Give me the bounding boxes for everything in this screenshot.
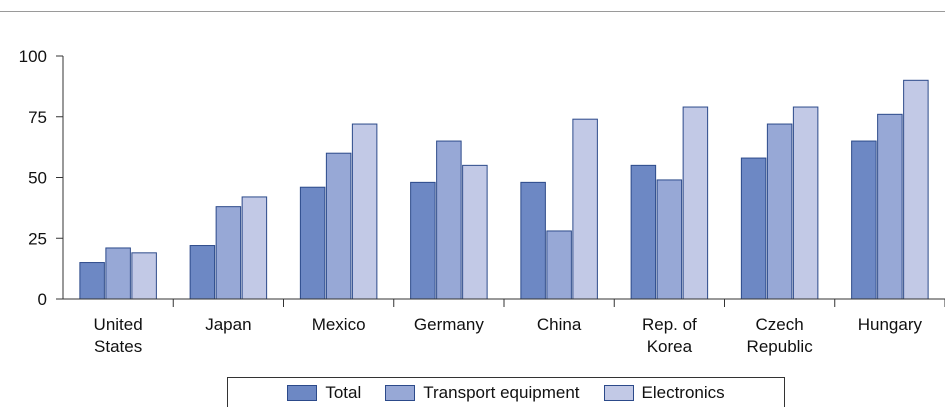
bar-transport-equipment-7 <box>877 113 903 300</box>
legend-swatch-total <box>287 384 318 401</box>
y-tick-label-25: 25 <box>28 229 47 248</box>
bars-group <box>79 79 929 300</box>
bar-total-5 <box>630 164 657 300</box>
bar-transport-equipment-0 <box>105 247 131 300</box>
x-tick-label-7: Hungary <box>858 315 923 334</box>
axes-group: 0 25 50 75 100 United States Japan Mexico Germany… <box>19 47 945 356</box>
bar-total-6 <box>740 157 767 300</box>
bar-electronics-5 <box>682 106 709 300</box>
bar-total-2 <box>299 186 326 300</box>
bar-total-3 <box>410 181 436 300</box>
y-tick-label-0: 0 <box>38 290 47 309</box>
bar-total-1 <box>189 245 216 300</box>
y-tick-label-75: 75 <box>28 108 47 127</box>
x-tick-label-4: China <box>537 315 582 334</box>
x-tick-label-0: United States <box>94 315 143 356</box>
bar-total-4 <box>520 181 546 300</box>
bar-electronics-3 <box>462 164 488 300</box>
y-tick-label-100: 100 <box>19 47 47 66</box>
x-tick-label-1: Japan <box>205 315 251 334</box>
bar-transport-equipment-4 <box>546 230 572 300</box>
y-tick-label-50: 50 <box>28 169 47 188</box>
legend-label-electronics: Electronics <box>641 382 725 402</box>
bar-electronics-2 <box>351 123 378 300</box>
legend-label-transport: Transport equipment <box>423 382 580 402</box>
legend: Total Transport equipment Electronics <box>227 377 785 407</box>
bar-electronics-4 <box>572 118 598 300</box>
bar-total-7 <box>851 140 877 300</box>
bar-electronics-0 <box>131 252 157 300</box>
legend-swatch-transport <box>385 384 416 401</box>
legend-label-total: Total <box>325 382 362 402</box>
x-tick-label-3: Germany <box>414 315 484 334</box>
bar-transport-equipment-6 <box>766 123 793 300</box>
bar-transport-equipment-2 <box>325 152 352 300</box>
x-tick-label-6: Czech Republic <box>747 315 814 356</box>
bar-electronics-7 <box>903 79 929 300</box>
legend-item-electronics: Electronics <box>603 382 725 403</box>
x-tick-label-5: Rep. of Korea <box>642 315 697 356</box>
bar-electronics-1 <box>241 196 268 300</box>
legend-swatch-electronics <box>603 384 634 401</box>
bar-electronics-6 <box>792 106 819 300</box>
bar-chart: 0 25 50 75 100 United States Japan Mexico Germany… <box>19 47 945 356</box>
top-rule <box>0 11 945 12</box>
bar-transport-equipment-5 <box>656 179 683 300</box>
x-tick-label-2: Mexico <box>312 315 366 334</box>
bar-transport-equipment-3 <box>436 140 462 300</box>
bar-total-0 <box>79 262 105 300</box>
legend-item-total: Total <box>287 383 361 403</box>
bar-transport-equipment-1 <box>215 206 242 300</box>
legend-item-transport: Transport equipment <box>385 382 580 403</box>
